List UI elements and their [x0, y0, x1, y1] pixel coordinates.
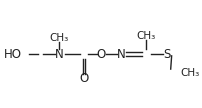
Text: O: O: [79, 72, 88, 85]
Text: N: N: [117, 48, 126, 60]
Text: CH₃: CH₃: [137, 31, 156, 41]
Text: S: S: [163, 48, 171, 60]
Text: CH₃: CH₃: [50, 33, 69, 43]
Text: HO: HO: [4, 48, 22, 60]
Text: N: N: [55, 48, 64, 60]
Text: CH₃: CH₃: [180, 68, 199, 78]
Text: O: O: [96, 48, 105, 60]
